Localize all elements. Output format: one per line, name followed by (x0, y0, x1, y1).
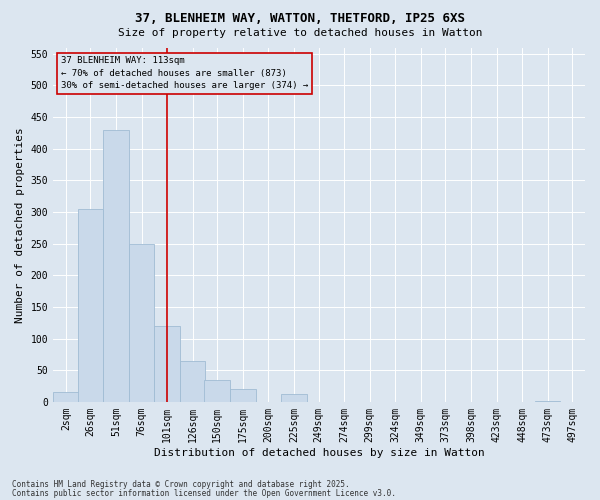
Bar (129, 244, 154, 402)
Bar (180, 360, 205, 402)
Bar (154, 326, 180, 402)
Text: 37 BLENHEIM WAY: 113sqm
← 70% of detached houses are smaller (873)
30% of semi-d: 37 BLENHEIM WAY: 113sqm ← 70% of detache… (61, 56, 308, 90)
Text: Contains HM Land Registry data © Crown copyright and database right 2025.: Contains HM Land Registry data © Crown c… (12, 480, 350, 489)
Bar (103, 130, 129, 402)
Text: Contains public sector information licensed under the Open Government Licence v3: Contains public sector information licen… (12, 488, 396, 498)
Bar (77, 209, 103, 402)
Y-axis label: Number of detached properties: Number of detached properties (15, 127, 25, 322)
Bar (53, 392, 79, 402)
Bar (281, 394, 307, 402)
Bar (205, 380, 230, 402)
X-axis label: Distribution of detached houses by size in Watton: Distribution of detached houses by size … (154, 448, 484, 458)
Bar (230, 389, 256, 402)
Text: Size of property relative to detached houses in Watton: Size of property relative to detached ho… (118, 28, 482, 38)
Text: 37, BLENHEIM WAY, WATTON, THETFORD, IP25 6XS: 37, BLENHEIM WAY, WATTON, THETFORD, IP25… (135, 12, 465, 26)
Bar (535, 401, 560, 402)
